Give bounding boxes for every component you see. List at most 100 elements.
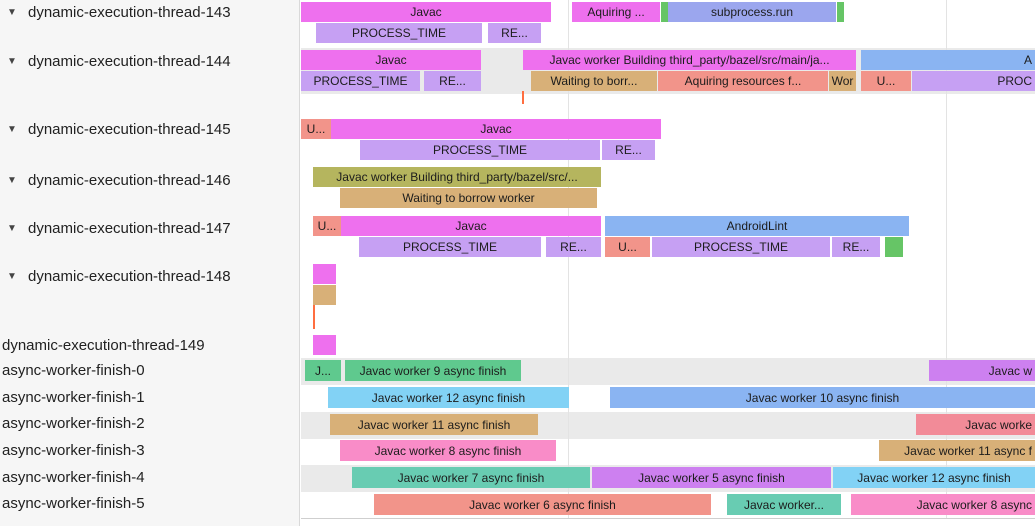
trace-bar-label: Javac w <box>988 363 1032 378</box>
trace-bar[interactable]: Waiting to borrow worker <box>340 188 597 208</box>
trace-bar[interactable]: Javac worker 9 async finish <box>345 360 521 381</box>
trace-bar[interactable]: Javac worker... <box>727 494 841 515</box>
trace-bar[interactable]: RE... <box>488 23 541 43</box>
trace-bar-label: RE... <box>501 26 528 40</box>
trace-bar[interactable]: Javac worker Building third_party/bazel/… <box>313 167 601 187</box>
trace-bar[interactable]: Aquiring ... <box>572 2 660 22</box>
trace-bar[interactable]: RE... <box>832 237 880 257</box>
trace-bar-label: Javac worker 11 async f <box>904 443 1032 458</box>
collapse-arrow-icon[interactable]: ▼ <box>7 223 17 234</box>
trace-bar[interactable]: Wor <box>829 71 856 91</box>
sidebar-thread-dynamic-execution-thread-148[interactable]: ▼ dynamic-execution-thread-148 <box>0 266 300 288</box>
trace-bar[interactable]: Waiting to borr... <box>531 71 657 91</box>
trace-bar[interactable]: Javac worker 8 async <box>851 494 1035 515</box>
trace-bar[interactable]: Javac <box>301 2 551 22</box>
sidebar-thread-dynamic-execution-thread-147[interactable]: ▼ dynamic-execution-thread-147 <box>0 218 300 240</box>
trace-bar[interactable]: Javac worker 11 async finish <box>330 414 538 435</box>
trace-bar[interactable]: Javac worker 6 async finish <box>374 494 711 515</box>
trace-bar[interactable]: Javac worker 5 async finish <box>592 467 831 488</box>
trace-bar-label: RE... <box>615 143 642 157</box>
trace-bar-label: Javac worker... <box>743 497 825 512</box>
trace-bar[interactable]: Javac <box>341 216 601 236</box>
trace-bar[interactable]: Javac worker 8 async finish <box>340 440 556 461</box>
trace-bar-label: RE... <box>439 74 466 88</box>
trace-bar[interactable]: Javac worker 11 async f <box>879 440 1035 461</box>
thread-name: dynamic-execution-thread-143 <box>28 4 231 21</box>
trace-bar-label: Javac worker 10 async finish <box>745 390 900 405</box>
timeline-canvas[interactable]: Javac Aquiring ... subprocess.run PROCESS_T… <box>301 0 1035 526</box>
trace-bar-label: Javac worker 11 async finish <box>357 417 511 432</box>
sidebar-thread-async-worker-finish-1[interactable]: async-worker-finish-1 <box>0 387 300 409</box>
trace-bar-label: Javac worker 8 async <box>916 497 1032 512</box>
collapse-arrow-icon[interactable]: ▼ <box>7 124 17 135</box>
trace-bar[interactable]: U... <box>861 71 911 91</box>
trace-bar[interactable]: RE... <box>424 71 481 91</box>
trace-bar[interactable]: Javac worker 7 async finish <box>352 467 590 488</box>
trace-bar[interactable] <box>313 335 336 355</box>
thread-name: dynamic-execution-thread-144 <box>28 53 231 70</box>
instant-event-marker[interactable] <box>313 305 315 329</box>
trace-bar[interactable]: U... <box>605 237 650 257</box>
sidebar-thread-async-worker-finish-5[interactable]: async-worker-finish-5 <box>0 493 300 515</box>
trace-bar[interactable]: PROCESS_TIME <box>359 237 541 257</box>
trace-bar-label: subprocess.run <box>710 5 794 19</box>
sidebar-thread-dynamic-execution-thread-143[interactable]: ▼ dynamic-execution-thread-143 <box>0 2 300 24</box>
trace-bar[interactable] <box>661 2 668 22</box>
trace-bar[interactable]: AndroidLint <box>605 216 909 236</box>
trace-bar[interactable]: J... <box>305 360 341 381</box>
instant-event-marker[interactable] <box>522 91 524 104</box>
trace-bar-label: Javac worker 9 async finish <box>359 363 507 378</box>
trace-bar[interactable]: subprocess.run <box>668 2 836 22</box>
thread-name: dynamic-execution-thread-148 <box>28 268 231 285</box>
trace-bar[interactable]: RE... <box>546 237 601 257</box>
trace-bar-label: Wor <box>831 74 854 88</box>
trace-bar[interactable] <box>885 237 903 257</box>
trace-bar[interactable]: Javac <box>331 119 661 139</box>
trace-bar-label: Waiting to borr... <box>550 74 638 88</box>
trace-bar[interactable] <box>313 264 336 284</box>
sidebar-thread-dynamic-execution-thread-144[interactable]: ▼ dynamic-execution-thread-144 <box>0 51 300 73</box>
sidebar-thread-async-worker-finish-4[interactable]: async-worker-finish-4 <box>0 467 300 489</box>
trace-bar-label: Javac worker 8 async finish <box>374 443 522 458</box>
trace-bar[interactable]: PROCESS_TIME <box>360 140 600 160</box>
trace-bar[interactable]: Javac <box>301 50 481 70</box>
trace-bar[interactable] <box>837 2 844 22</box>
thread-name: async-worker-finish-3 <box>2 442 145 459</box>
trace-bar[interactable]: U... <box>313 216 341 236</box>
sidebar-thread-async-worker-finish-0[interactable]: async-worker-finish-0 <box>0 360 300 382</box>
trace-bar[interactable]: RE... <box>602 140 655 160</box>
collapse-arrow-icon[interactable]: ▼ <box>7 7 17 18</box>
trace-bar[interactable]: Javac worker 10 async finish <box>610 387 1035 408</box>
thread-sidebar: ▼ dynamic-execution-thread-143 ▼ dynamic-ex… <box>0 0 300 526</box>
trace-bar[interactable]: A <box>861 50 1035 70</box>
trace-bar[interactable]: Javac worker 12 async finish <box>328 387 569 408</box>
trace-bar[interactable]: U... <box>301 119 331 139</box>
trace-bar-label: Javac <box>480 122 512 136</box>
collapse-arrow-icon[interactable]: ▼ <box>7 56 17 67</box>
collapse-arrow-icon[interactable]: ▼ <box>7 175 17 186</box>
sidebar-thread-dynamic-execution-thread-149[interactable]: dynamic-execution-thread-149 <box>0 335 300 357</box>
trace-bar[interactable]: Aquiring resources f... <box>658 71 828 91</box>
sidebar-thread-dynamic-execution-thread-146[interactable]: ▼ dynamic-execution-thread-146 <box>0 170 300 192</box>
trace-bar-label: AndroidLint <box>726 219 788 233</box>
gridline <box>568 0 569 518</box>
trace-bar[interactable]: PROC <box>912 71 1035 91</box>
trace-bar[interactable]: PROCESS_TIME <box>301 71 420 91</box>
collapse-arrow-icon[interactable]: ▼ <box>7 271 17 282</box>
trace-bar-label: Javac <box>410 5 442 19</box>
trace-bar[interactable]: Javac w <box>929 360 1035 381</box>
trace-bar-label: Javac <box>455 219 487 233</box>
trace-bar[interactable] <box>313 285 336 305</box>
trace-bar[interactable]: PROCESS_TIME <box>316 23 482 43</box>
sidebar-thread-async-worker-finish-3[interactable]: async-worker-finish-3 <box>0 440 300 462</box>
trace-bar-label: PROCESS_TIME <box>432 143 528 157</box>
trace-bar[interactable]: Javac worker Building third_party/bazel/… <box>523 50 856 70</box>
sidebar-thread-dynamic-execution-thread-145[interactable]: ▼ dynamic-execution-thread-145 <box>0 119 300 141</box>
trace-bar-label: Javac worker 7 async finish <box>397 470 545 485</box>
trace-bar[interactable]: Javac worke <box>916 414 1035 435</box>
trace-bar[interactable]: PROCESS_TIME <box>652 237 830 257</box>
trace-bar[interactable]: Javac worker 12 async finish <box>833 467 1035 488</box>
thread-name: dynamic-execution-thread-147 <box>28 220 231 237</box>
sidebar-thread-async-worker-finish-2[interactable]: async-worker-finish-2 <box>0 413 300 435</box>
